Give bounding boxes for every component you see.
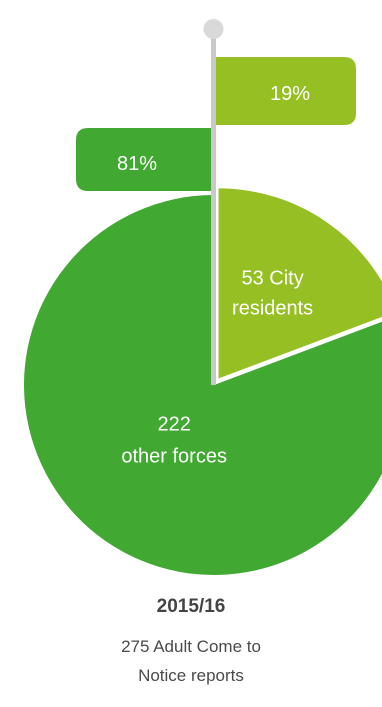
tag-city-residents-percent: 19%: [270, 83, 310, 105]
slice-other-forces-category-label: other forces: [121, 446, 227, 468]
percent-tags: 19% 81%: [76, 57, 356, 191]
slice-other-forces-value-label: 222: [157, 414, 190, 436]
slice-city-residents-value-label: 53 City: [241, 267, 303, 289]
chart-caption: 275 Adult Come to Notice reports: [91, 632, 291, 690]
tag-other-forces-percent: 81%: [117, 153, 157, 175]
pin-marker: [203, 19, 224, 385]
caption-line-1: 275 Adult Come to: [121, 637, 261, 656]
pie-group: [23, 188, 382, 575]
slice-other-forces: [23, 195, 382, 575]
caption-line-2: Notice reports: [138, 666, 244, 685]
pin-stick: [211, 30, 216, 385]
slice-labels: 53 City residents 222 other forces: [121, 267, 313, 467]
slice-city-residents-category-label: residents: [232, 297, 313, 319]
chart-year: 2015/16: [156, 596, 226, 617]
tag-other-forces-percent-box: [76, 128, 214, 191]
tag-city-residents-percent-box: [212, 57, 356, 125]
slice-city-residents: [218, 188, 382, 379]
pin-head: [203, 19, 224, 39]
